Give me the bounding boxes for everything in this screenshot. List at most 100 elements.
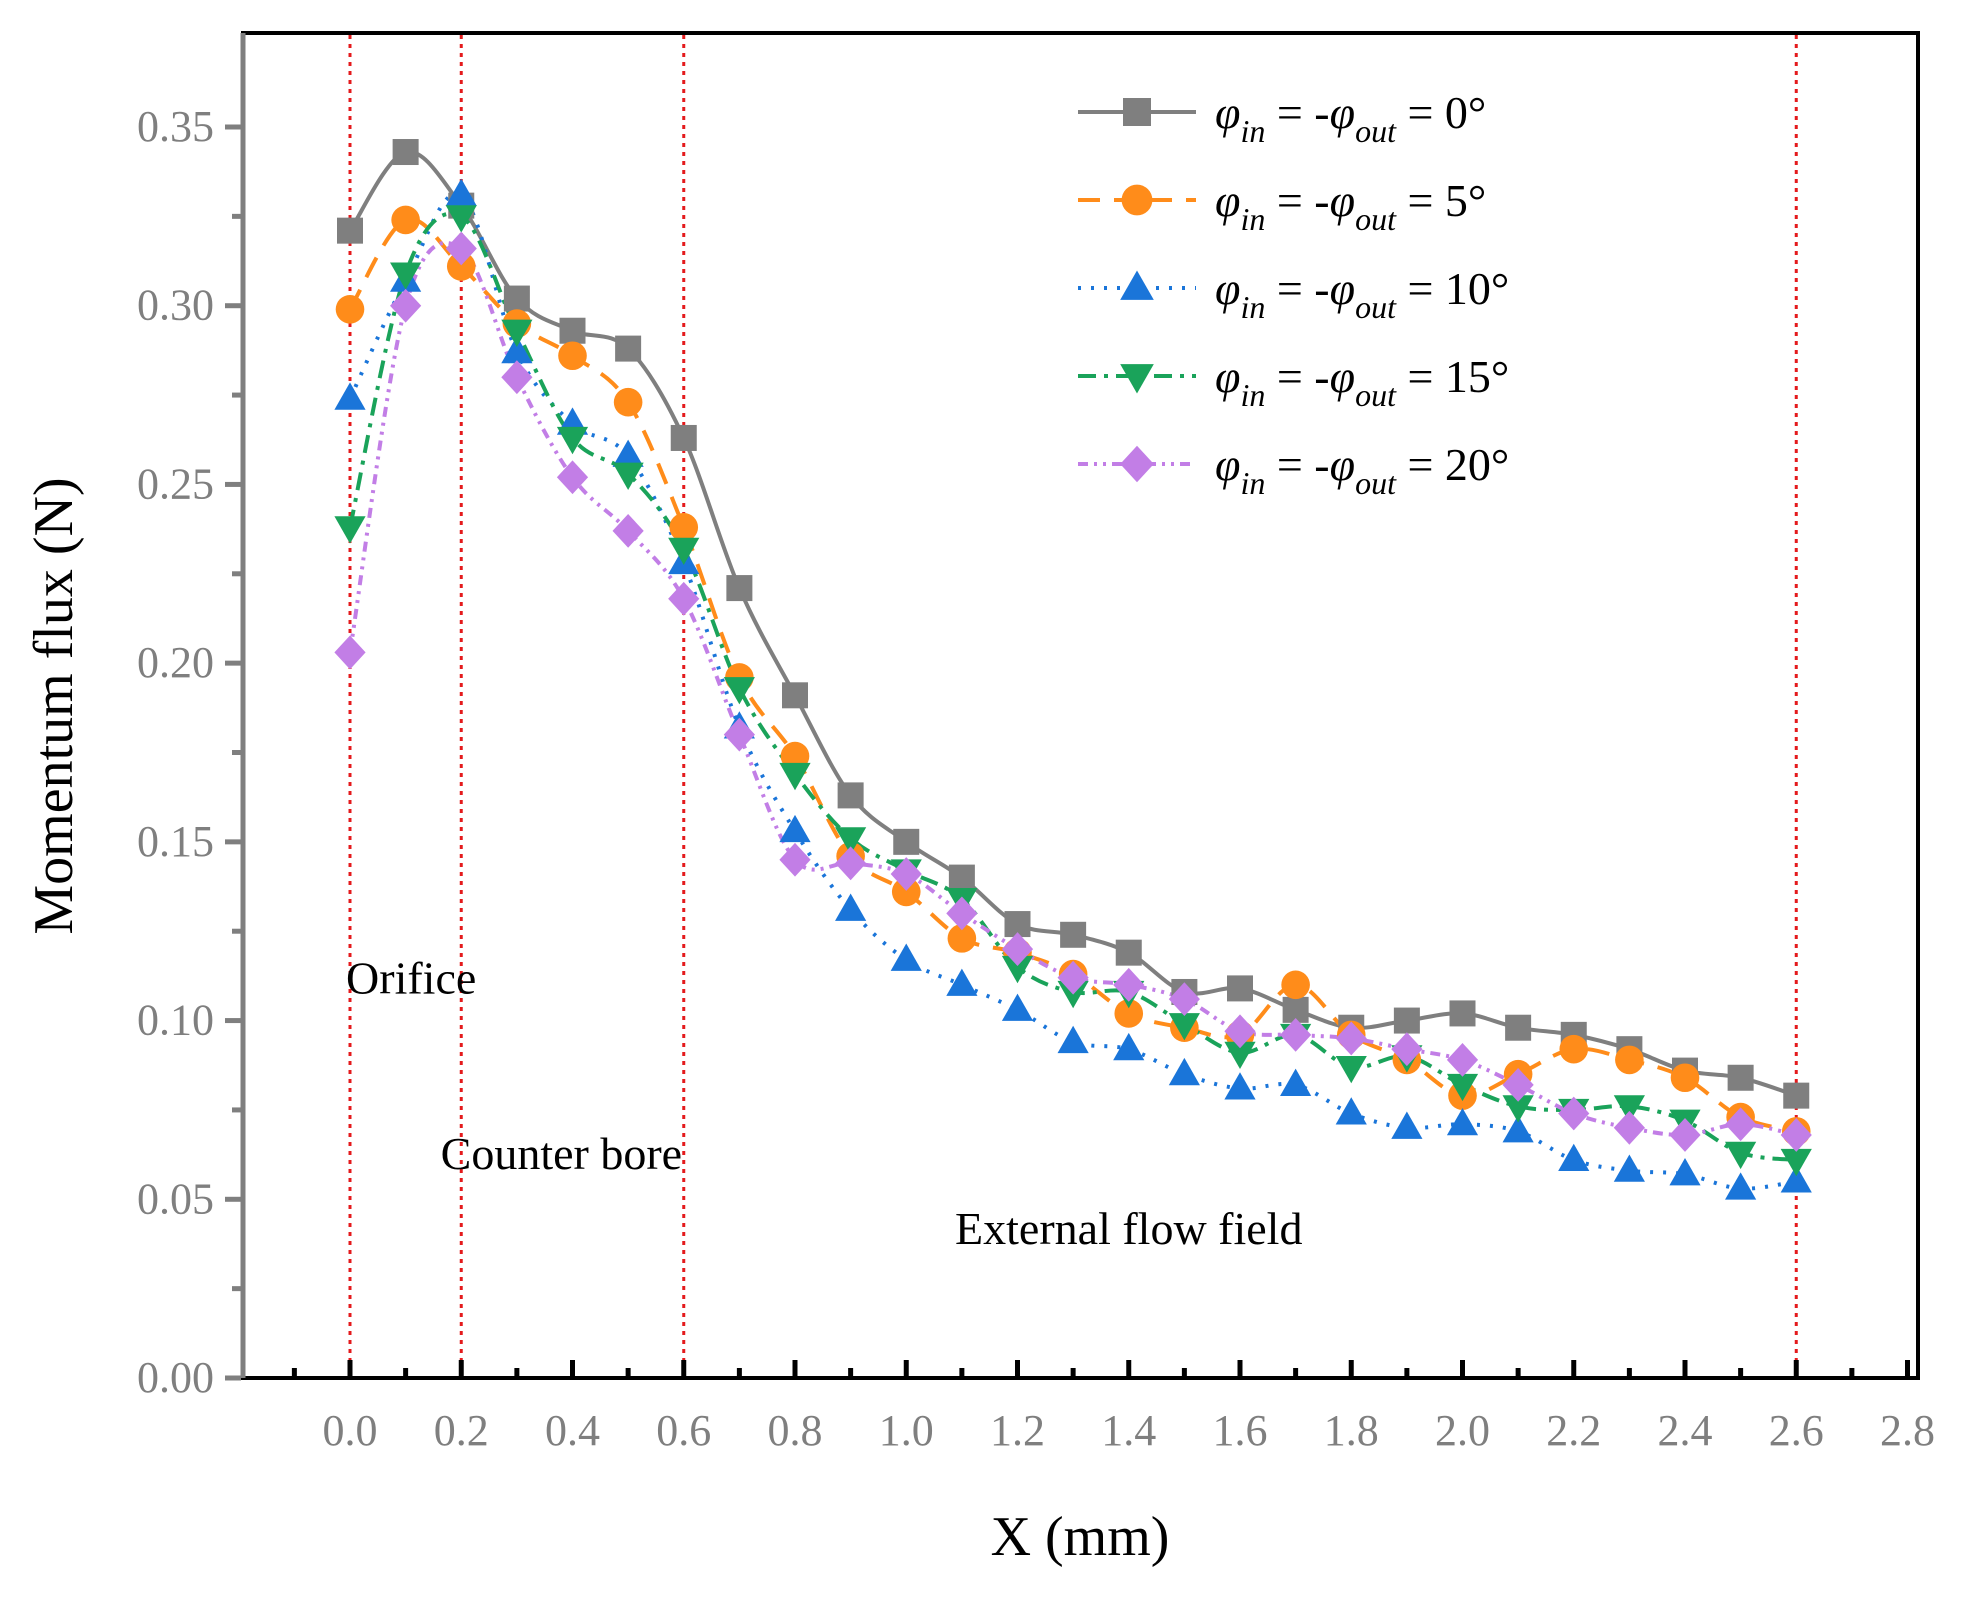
data-point bbox=[1168, 1013, 1200, 1041]
data-point bbox=[782, 682, 808, 709]
x-tick-label: 2.2 bbox=[1546, 1406, 1601, 1455]
legend-label: φin = -φout = 5° bbox=[1215, 175, 1486, 237]
data-point bbox=[446, 252, 476, 281]
data-point bbox=[391, 205, 420, 235]
legend-label-part: out bbox=[1355, 465, 1397, 501]
legend-label: φin = -φout = 10° bbox=[1215, 263, 1509, 325]
x-tick-label: 0.6 bbox=[656, 1406, 711, 1455]
legend-label-part: φ bbox=[1215, 175, 1240, 226]
data-point bbox=[1113, 1032, 1145, 1061]
data-point bbox=[335, 294, 365, 324]
legend-label-part: φ bbox=[1215, 351, 1240, 402]
legend-label-part: = - bbox=[1265, 439, 1329, 490]
y-tick-label: 0.25 bbox=[137, 459, 214, 508]
legend-label-part: in bbox=[1240, 377, 1265, 413]
data-point bbox=[1449, 1000, 1476, 1027]
data-point bbox=[835, 893, 867, 921]
data-point bbox=[1613, 1095, 1645, 1123]
data-point bbox=[1558, 1143, 1590, 1172]
data-point bbox=[779, 842, 811, 877]
data-point bbox=[669, 513, 699, 542]
x-tick-label: 0.8 bbox=[768, 1406, 823, 1455]
data-point bbox=[558, 341, 587, 371]
legend-label-part: in bbox=[1240, 465, 1265, 501]
x-tick-label: 2.0 bbox=[1435, 1406, 1490, 1455]
x-tick-label: 2.4 bbox=[1658, 1406, 1713, 1455]
data-point bbox=[1393, 1007, 1420, 1034]
legend-label-part: φ bbox=[1215, 263, 1240, 314]
data-point bbox=[1670, 1063, 1700, 1093]
data-point bbox=[501, 360, 533, 395]
legend-label: φin = -φout = 20° bbox=[1215, 439, 1509, 501]
data-point bbox=[1168, 982, 1200, 1017]
data-point bbox=[1780, 1148, 1812, 1177]
data-point bbox=[1613, 1110, 1645, 1145]
data-point bbox=[837, 782, 864, 809]
data-point bbox=[1725, 1172, 1757, 1200]
y-axis-title: Momentum flux (N) bbox=[23, 477, 85, 934]
data-point bbox=[1391, 1111, 1423, 1139]
data-point bbox=[1168, 1057, 1200, 1086]
data-point bbox=[835, 827, 867, 855]
data-point bbox=[1335, 1021, 1367, 1056]
data-point bbox=[1227, 975, 1253, 1002]
data-point bbox=[1727, 1064, 1754, 1091]
data-point bbox=[1780, 1165, 1812, 1193]
data-point bbox=[1446, 1073, 1479, 1102]
data-point bbox=[948, 864, 975, 891]
x-tick-label: 1.2 bbox=[990, 1406, 1045, 1455]
data-point bbox=[1446, 1042, 1479, 1077]
data-point bbox=[1057, 1025, 1089, 1054]
x-tick-label: 2.6 bbox=[1769, 1406, 1824, 1455]
data-point bbox=[556, 460, 589, 495]
data-point bbox=[1505, 1014, 1532, 1041]
legend-label-part: in bbox=[1240, 201, 1265, 237]
data-point bbox=[891, 877, 921, 907]
legend-label-part: φ bbox=[1330, 263, 1355, 314]
legend-label: φin = -φout = 15° bbox=[1215, 351, 1509, 413]
data-point bbox=[390, 288, 422, 323]
data-point bbox=[1280, 1068, 1312, 1096]
legend-label: φin = -φout = 0° bbox=[1215, 87, 1486, 149]
data-point bbox=[1335, 1097, 1367, 1125]
data-point bbox=[1114, 999, 1144, 1028]
legend-marker bbox=[1123, 98, 1151, 126]
region-label: Orifice bbox=[346, 953, 476, 1004]
x-tick-label: 0.4 bbox=[545, 1406, 600, 1455]
legend-label-part: in bbox=[1240, 289, 1265, 325]
x-axis-title: X (mm) bbox=[991, 1506, 1170, 1568]
data-point bbox=[723, 717, 755, 752]
data-point bbox=[445, 205, 477, 233]
data-point bbox=[334, 516, 366, 544]
data-point bbox=[501, 335, 533, 364]
legend-label-part: in bbox=[1240, 113, 1265, 149]
data-point bbox=[503, 285, 530, 312]
legend-marker bbox=[1120, 270, 1154, 300]
data-point bbox=[668, 581, 700, 616]
y-tick-label: 0.00 bbox=[137, 1353, 214, 1402]
data-point bbox=[726, 575, 753, 602]
y-tick-label: 0.30 bbox=[137, 281, 214, 330]
data-point bbox=[1613, 1154, 1645, 1182]
data-point bbox=[1725, 1141, 1757, 1170]
x-tick-label: 1.6 bbox=[1213, 1406, 1268, 1455]
region-label: Counter bore bbox=[441, 1128, 682, 1179]
data-point bbox=[670, 424, 697, 451]
x-tick-label: 2.8 bbox=[1880, 1406, 1935, 1455]
region-label: External flow field bbox=[955, 1203, 1302, 1254]
legend-label-part: φ bbox=[1330, 439, 1355, 490]
legend-marker bbox=[1121, 184, 1153, 216]
data-point bbox=[779, 762, 811, 791]
data-point bbox=[1057, 960, 1089, 995]
x-tick-label: 0.2 bbox=[434, 1406, 489, 1455]
data-point bbox=[559, 317, 586, 344]
data-point bbox=[1280, 1017, 1312, 1052]
x-tick-label: 1.8 bbox=[1324, 1406, 1379, 1455]
data-point bbox=[556, 426, 589, 455]
data-point bbox=[1558, 1096, 1590, 1131]
y-tick-label: 0.05 bbox=[137, 1174, 214, 1223]
data-point bbox=[390, 262, 422, 290]
data-point bbox=[1615, 1045, 1644, 1075]
x-tick-label: 1.4 bbox=[1101, 1406, 1156, 1455]
